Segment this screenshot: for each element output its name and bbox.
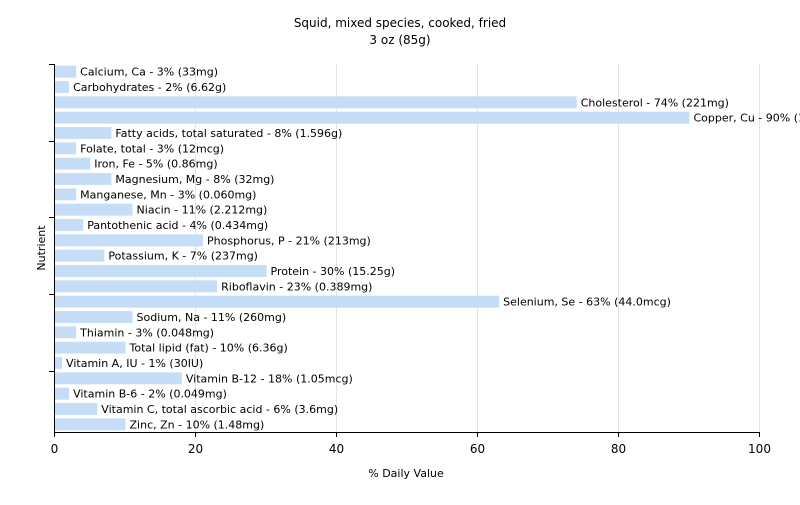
bar-label: Calcium, Ca - 3% (33mg) <box>80 66 218 79</box>
bar <box>55 188 76 200</box>
bar-label: Pantothenic acid - 4% (0.434mg) <box>87 219 268 232</box>
chart-subtitle: 3 oz (85g) <box>369 33 430 47</box>
x-tick-label: 20 <box>188 442 203 456</box>
x-tick-label: 100 <box>748 442 771 456</box>
bar <box>55 127 111 139</box>
bar-label: Sodium, Na - 11% (260mg) <box>137 311 287 324</box>
bar-label: Vitamin B-12 - 18% (1.05mcg) <box>186 372 353 385</box>
bar <box>55 342 126 354</box>
bar <box>55 418 126 430</box>
x-ticks-group: 0 20 40 60 80 100 <box>51 432 771 456</box>
bar-label: Iron, Fe - 5% (0.86mg) <box>94 158 217 171</box>
bar-label: Vitamin B-6 - 2% (0.049mg) <box>73 388 227 401</box>
bar <box>55 204 133 216</box>
bar <box>55 96 577 108</box>
bar <box>55 219 83 231</box>
x-axis-title: % Daily Value <box>368 467 444 480</box>
bar <box>55 142 76 154</box>
bar-label: Niacin - 11% (2.212mg) <box>137 204 268 217</box>
bar <box>55 403 97 415</box>
bar <box>55 112 690 124</box>
bar <box>55 311 133 323</box>
bar <box>55 280 217 292</box>
bar-label: Potassium, K - 7% (237mg) <box>108 250 258 263</box>
chart-title: Squid, mixed species, cooked, fried <box>294 16 506 30</box>
x-tick-label: 0 <box>51 442 59 456</box>
bar <box>55 158 90 170</box>
bar-label: Fatty acids, total saturated - 8% (1.596… <box>115 127 342 140</box>
bar-label: Phosphorus, P - 21% (213mg) <box>207 234 371 247</box>
bar-label: Riboflavin - 23% (0.389mg) <box>221 280 372 293</box>
bar <box>55 357 62 369</box>
bars-group: Calcium, Ca - 3% (33mg) Carbohydrates - 2… <box>55 66 800 432</box>
bar-label: Copper, Cu - 90% (1.797mg) <box>694 112 800 125</box>
bar <box>55 388 69 400</box>
bar-label: Magnesium, Mg - 8% (32mg) <box>115 173 274 186</box>
bar <box>55 250 104 262</box>
bar-label: Vitamin C, total ascorbic acid - 6% (3.6… <box>101 403 338 416</box>
bar-label: Total lipid (fat) - 10% (6.36g) <box>129 342 288 355</box>
bar-label: Folate, total - 3% (12mcg) <box>80 142 224 155</box>
bar-label: Selenium, Se - 63% (44.0mcg) <box>503 296 671 309</box>
bar-label: Vitamin A, IU - 1% (30IU) <box>66 357 203 370</box>
y-axis-title: Nutrient <box>35 225 48 271</box>
x-tick-label: 40 <box>329 442 344 456</box>
bar <box>55 234 203 246</box>
bar <box>55 372 182 384</box>
bar-label: Cholesterol - 74% (221mg) <box>581 96 729 109</box>
bar-label: Protein - 30% (15.25g) <box>271 265 396 278</box>
bar <box>55 326 76 338</box>
x-tick-label: 60 <box>470 442 485 456</box>
bar <box>55 81 69 93</box>
bar-label: Zinc, Zn - 10% (1.48mg) <box>130 418 265 431</box>
bar <box>55 296 499 308</box>
bar-label: Manganese, Mn - 3% (0.060mg) <box>80 188 256 201</box>
bar-label: Carbohydrates - 2% (6.62g) <box>73 81 226 94</box>
bar <box>55 173 111 185</box>
bar <box>55 265 267 277</box>
x-tick-label: 80 <box>611 442 626 456</box>
bar-label: Thiamin - 3% (0.048mg) <box>79 326 214 339</box>
bar <box>55 66 76 78</box>
